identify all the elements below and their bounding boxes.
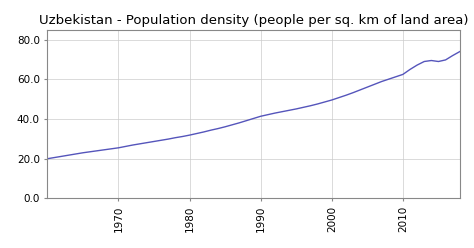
Title: Uzbekistan - Population density (people per sq. km of land area): Uzbekistan - Population density (people …: [39, 14, 468, 27]
